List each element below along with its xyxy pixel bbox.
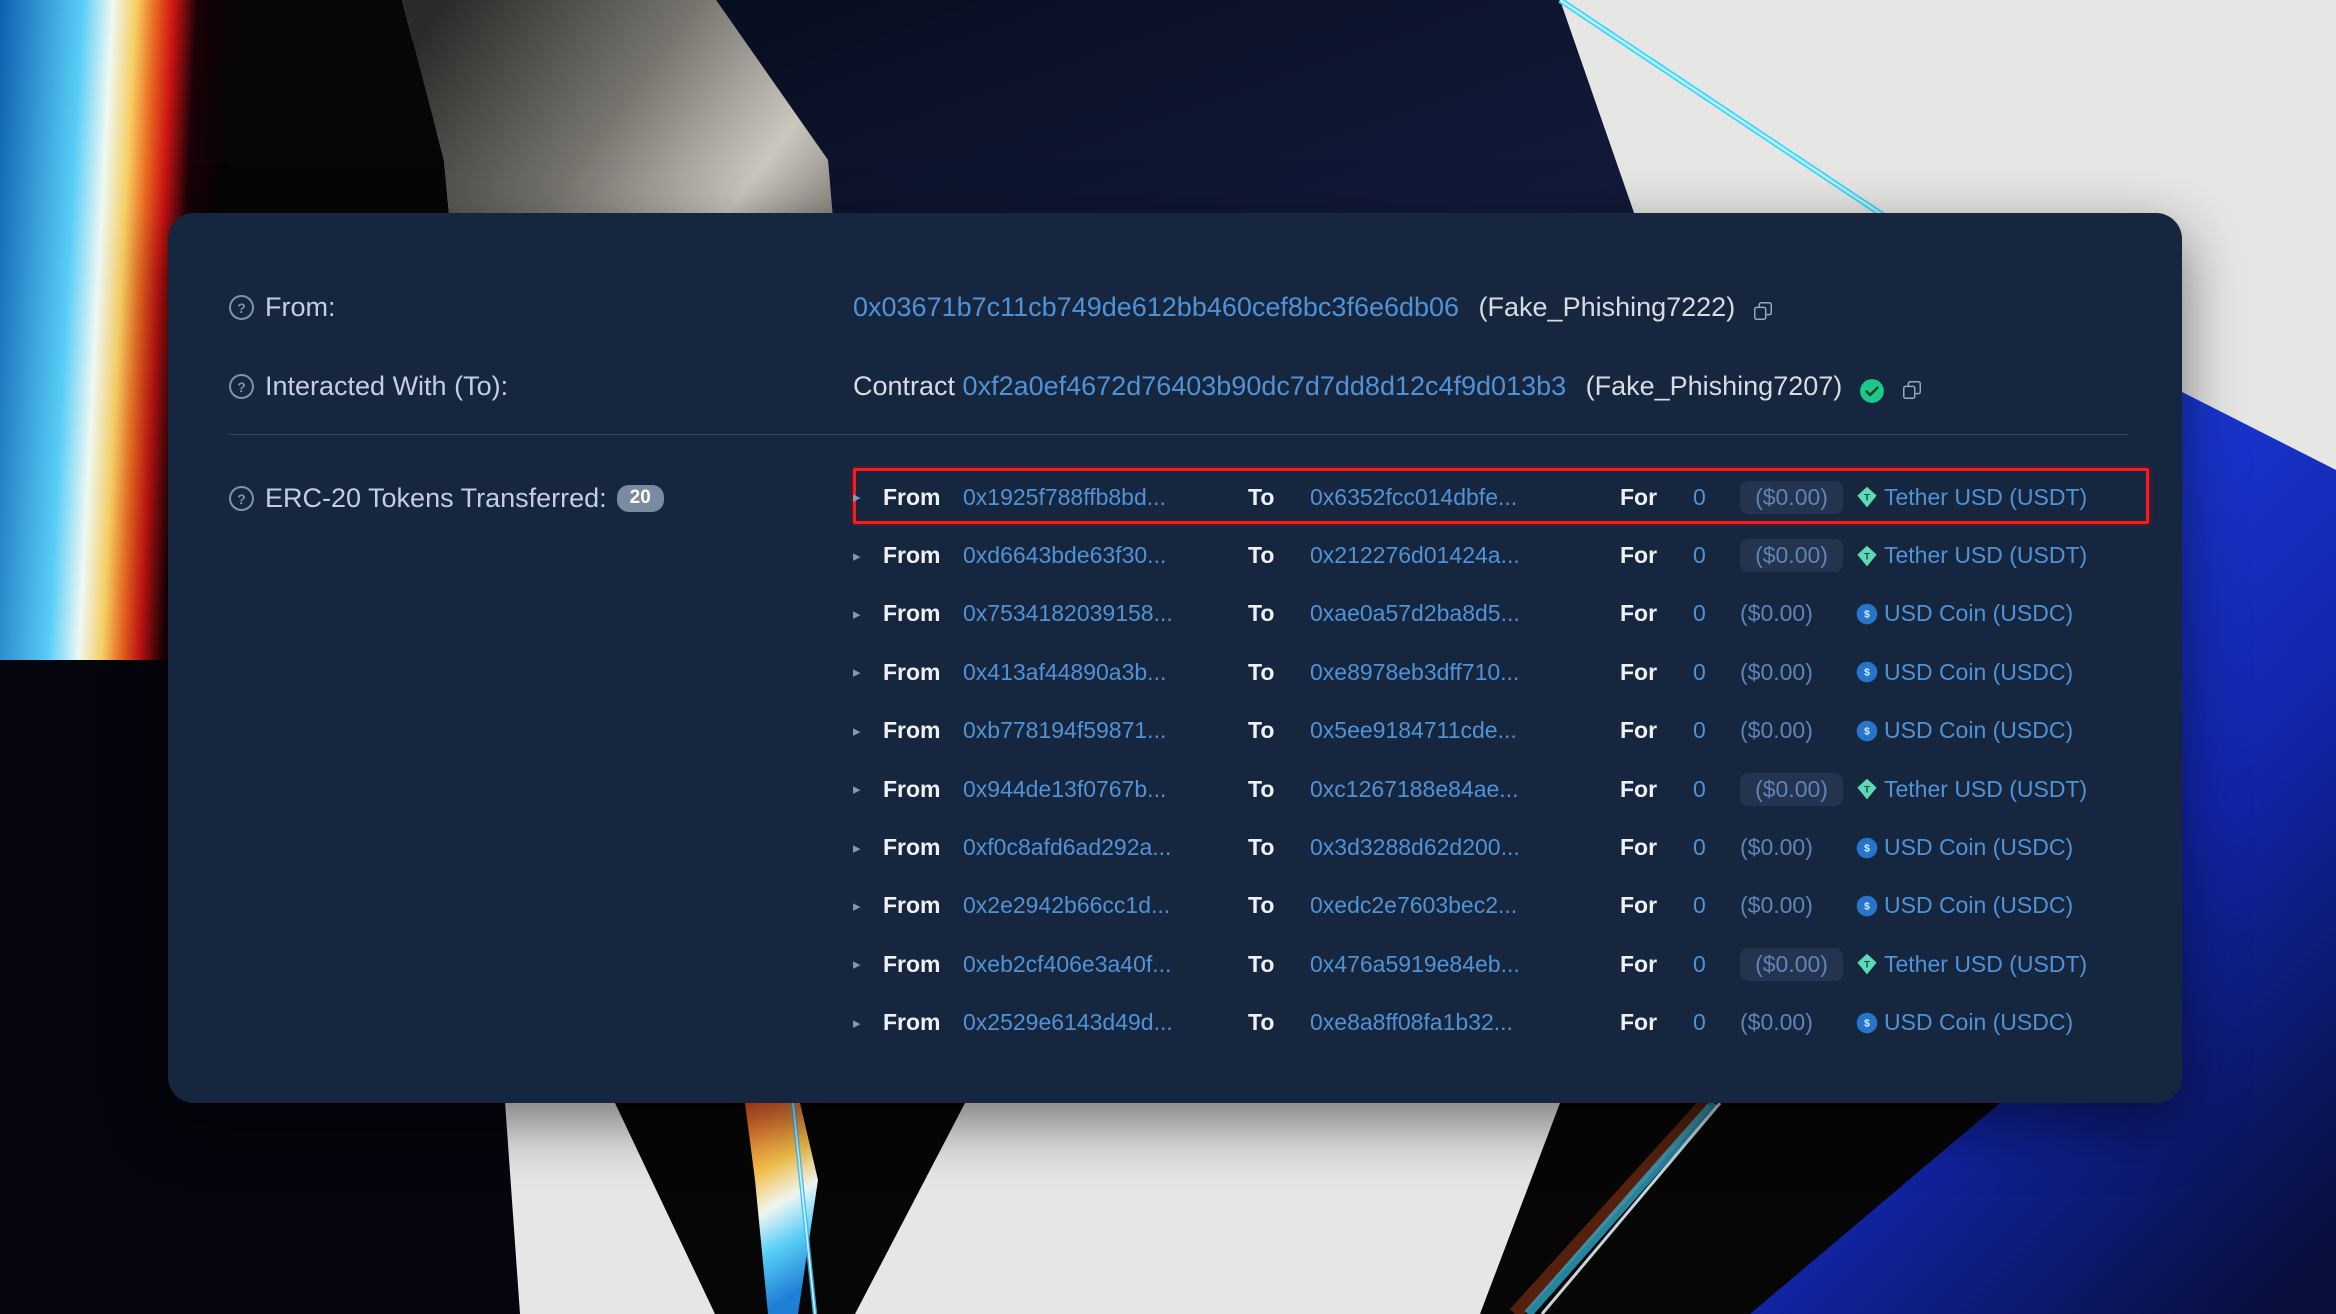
svg-text:?: ?: [237, 379, 246, 395]
svg-text:$: $: [1864, 726, 1870, 737]
svg-text:?: ?: [237, 300, 246, 316]
svg-text:T: T: [1864, 551, 1870, 562]
svg-text:T: T: [1864, 493, 1870, 504]
svg-text:$: $: [1864, 1018, 1870, 1029]
svg-text:T: T: [1864, 960, 1870, 971]
svg-text:$: $: [1864, 901, 1870, 912]
svg-text:$: $: [1864, 668, 1870, 679]
svg-text:?: ?: [237, 491, 246, 507]
svg-text:T: T: [1864, 785, 1870, 796]
svg-text:$: $: [1864, 843, 1870, 854]
svg-text:$: $: [1864, 609, 1870, 620]
